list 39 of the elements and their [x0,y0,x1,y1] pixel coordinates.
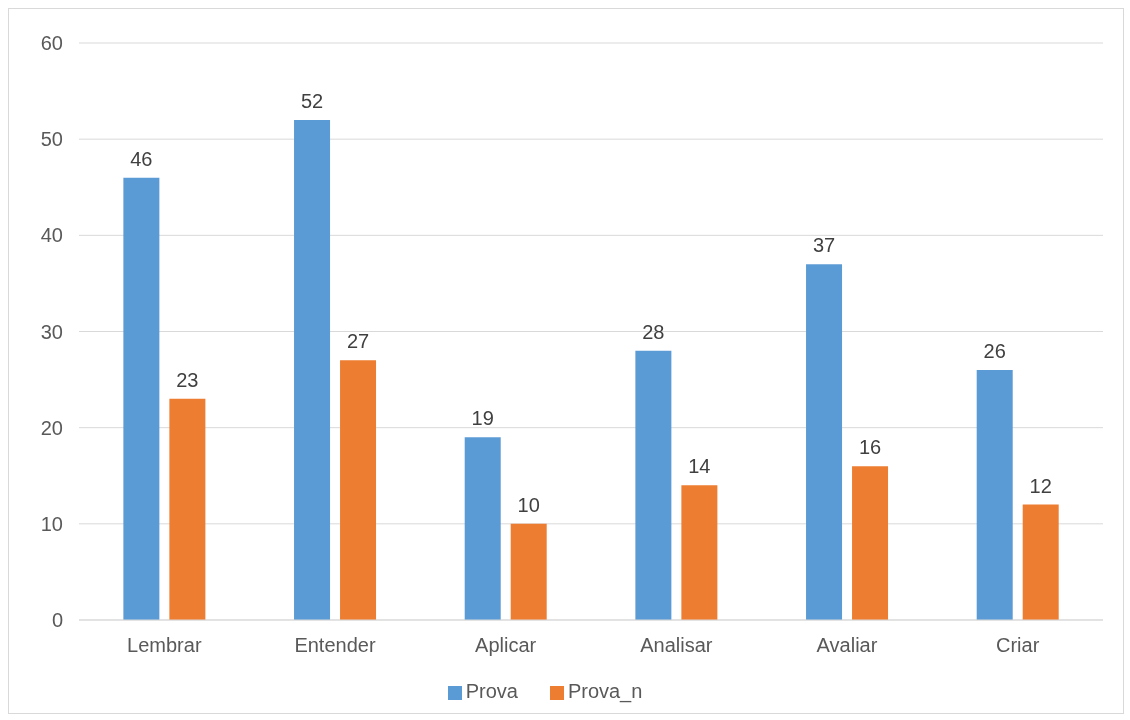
x-tick-label: Analisar [640,634,713,657]
bar [294,119,331,620]
bar [806,264,843,620]
data-label: 52 [300,89,324,112]
data-label: 26 [983,339,1006,362]
bar [169,398,206,620]
y-tick-label: 0 [51,609,63,632]
data-label: 19 [471,407,494,430]
bar [852,466,889,620]
y-tick-label: 30 [40,320,63,343]
y-tick-label: 50 [40,128,63,151]
bar [1022,504,1059,620]
bar [681,485,718,620]
bar [123,177,160,620]
data-label: 16 [858,436,882,459]
bar [635,350,672,620]
legend-label: Prova_n [567,680,643,702]
x-tick-label: Avaliar [816,634,878,657]
bar [464,437,501,620]
data-label: 27 [346,330,370,353]
x-tick-label: Lembrar [127,634,202,657]
y-tick-label: 60 [40,32,63,55]
x-tick-label: Criar [995,634,1040,657]
data-label: 12 [1029,474,1052,497]
data-label: 37 [812,234,836,257]
x-tick-label: Aplicar [475,634,537,657]
y-tick-label: 20 [40,416,63,439]
bar [340,360,377,620]
data-label: 10 [517,493,540,516]
legend-label: Prova [465,680,518,702]
y-tick-label: 40 [40,224,63,247]
bar [976,369,1013,620]
data-label: 14 [688,455,711,478]
data-label: 28 [642,320,665,343]
x-tick-label: Entender [294,634,376,657]
data-label: 23 [176,368,199,391]
data-label: 46 [130,147,153,170]
bar [510,523,547,620]
y-tick-label: 10 [40,512,63,535]
